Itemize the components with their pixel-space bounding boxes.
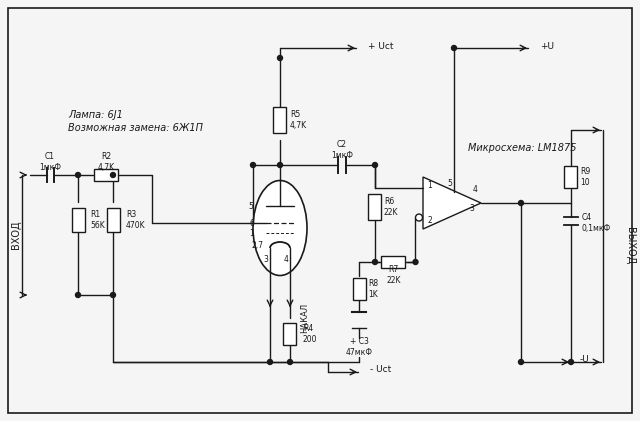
Text: 1: 1 bbox=[250, 229, 254, 237]
Text: R3
470K: R3 470K bbox=[126, 210, 146, 230]
Text: C1
1мкФ: C1 1мкФ bbox=[39, 152, 61, 172]
Text: 3: 3 bbox=[470, 203, 474, 213]
Text: 6: 6 bbox=[250, 218, 255, 227]
Circle shape bbox=[111, 293, 115, 298]
Text: -U: -U bbox=[580, 355, 589, 365]
Bar bbox=[353, 278, 366, 300]
Text: + Uct: + Uct bbox=[368, 42, 394, 51]
Circle shape bbox=[518, 360, 524, 365]
Text: R5
4,7K: R5 4,7K bbox=[290, 110, 307, 130]
Text: C4
0,1мкФ: C4 0,1мкФ bbox=[582, 213, 611, 233]
Text: НАКАЛ: НАКАЛ bbox=[301, 303, 310, 333]
Text: R8
1K: R8 1K bbox=[369, 279, 379, 299]
Circle shape bbox=[568, 360, 573, 365]
Circle shape bbox=[415, 214, 422, 221]
Text: R9
10: R9 10 bbox=[580, 167, 590, 187]
Text: Возможная замена: 6Ж1П: Возможная замена: 6Ж1П bbox=[68, 123, 203, 133]
Text: R7
22K: R7 22K bbox=[387, 265, 401, 285]
Circle shape bbox=[111, 173, 115, 178]
Bar bbox=[106, 208, 120, 232]
Bar bbox=[72, 208, 84, 232]
Text: C2
1мкФ: C2 1мкФ bbox=[331, 140, 353, 160]
Text: - Uct: - Uct bbox=[370, 365, 391, 375]
Text: Микросхема: LM1875: Микросхема: LM1875 bbox=[468, 143, 577, 153]
Text: R6
22K: R6 22K bbox=[384, 197, 399, 217]
Text: 5: 5 bbox=[447, 179, 452, 188]
Circle shape bbox=[372, 259, 378, 264]
Bar bbox=[564, 166, 577, 188]
Text: 2: 2 bbox=[428, 216, 433, 225]
Text: ВЫХОД: ВЫХОД bbox=[625, 227, 635, 265]
Circle shape bbox=[278, 56, 282, 61]
Text: R4
200: R4 200 bbox=[303, 324, 317, 344]
Text: Лампа: 6J1: Лампа: 6J1 bbox=[68, 110, 123, 120]
Text: 4: 4 bbox=[472, 184, 477, 194]
Circle shape bbox=[76, 173, 81, 178]
Text: 3: 3 bbox=[264, 256, 268, 264]
Circle shape bbox=[413, 259, 418, 264]
Circle shape bbox=[518, 200, 524, 205]
Bar bbox=[273, 107, 287, 133]
Text: +U: +U bbox=[540, 42, 554, 51]
Circle shape bbox=[250, 163, 255, 168]
Circle shape bbox=[76, 293, 81, 298]
Ellipse shape bbox=[253, 181, 307, 275]
Bar bbox=[381, 256, 406, 268]
Circle shape bbox=[268, 360, 273, 365]
Bar bbox=[284, 323, 296, 345]
Bar bbox=[369, 194, 381, 220]
Text: R1
56K: R1 56K bbox=[90, 210, 105, 230]
Text: + C3
47мкФ: + C3 47мкФ bbox=[346, 337, 373, 357]
Text: 1: 1 bbox=[428, 181, 433, 190]
Circle shape bbox=[451, 45, 456, 51]
Polygon shape bbox=[423, 177, 481, 229]
Text: 2,7: 2,7 bbox=[252, 240, 264, 250]
Circle shape bbox=[287, 360, 292, 365]
Text: 5: 5 bbox=[248, 202, 253, 210]
Text: R2
4,7K: R2 4,7K bbox=[97, 152, 115, 172]
Circle shape bbox=[372, 163, 378, 168]
Bar bbox=[94, 169, 118, 181]
Text: 4: 4 bbox=[284, 256, 289, 264]
Text: ВХОД: ВХОД bbox=[11, 221, 21, 249]
Circle shape bbox=[278, 163, 282, 168]
